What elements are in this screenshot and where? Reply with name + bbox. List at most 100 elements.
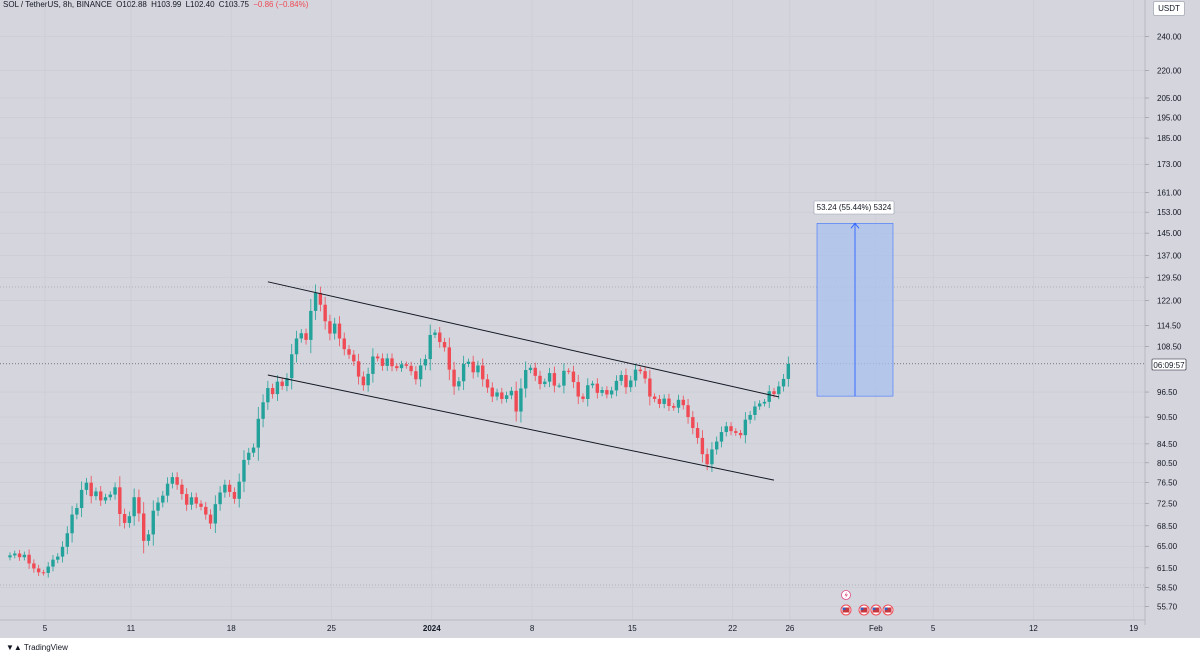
candle[interactable]	[633, 363, 638, 387]
candle[interactable]	[686, 398, 690, 424]
candle[interactable]	[318, 286, 323, 312]
candle[interactable]	[786, 356, 791, 387]
candle[interactable]	[41, 569, 46, 576]
candle[interactable]	[557, 383, 561, 388]
candle[interactable]	[414, 366, 418, 385]
candle[interactable]	[103, 493, 108, 504]
candle[interactable]	[629, 375, 633, 393]
candle[interactable]	[161, 490, 165, 508]
candle[interactable]	[700, 430, 705, 463]
candle[interactable]	[743, 412, 748, 444]
candle[interactable]	[165, 477, 170, 503]
candle[interactable]	[108, 491, 112, 501]
candle[interactable]	[313, 284, 318, 320]
candle[interactable]	[504, 391, 509, 403]
candle[interactable]	[428, 324, 432, 371]
candle[interactable]	[609, 386, 614, 399]
candle[interactable]	[485, 374, 490, 393]
candle[interactable]	[423, 354, 428, 371]
candle[interactable]	[547, 367, 552, 388]
candle[interactable]	[399, 360, 404, 372]
candle[interactable]	[500, 387, 504, 404]
price-range-measure[interactable]	[816, 222, 894, 397]
candle[interactable]	[70, 505, 74, 543]
currency-badge[interactable]: USDT	[1153, 1, 1185, 16]
candle[interactable]	[404, 361, 409, 369]
event-markers[interactable]	[840, 590, 894, 616]
candle[interactable]	[323, 296, 327, 330]
candle[interactable]	[132, 488, 136, 526]
candle[interactable]	[605, 386, 609, 399]
candle[interactable]	[113, 482, 117, 500]
candle[interactable]	[724, 421, 728, 437]
channel-upper-line[interactable]	[267, 281, 779, 398]
candle[interactable]	[184, 488, 189, 511]
us-flag-icon[interactable]	[858, 604, 870, 616]
candle[interactable]	[118, 476, 122, 527]
candle[interactable]	[748, 410, 752, 424]
candle[interactable]	[17, 549, 22, 561]
candle[interactable]	[471, 355, 475, 379]
candle[interactable]	[395, 363, 399, 372]
candle[interactable]	[94, 487, 98, 501]
candle[interactable]	[13, 550, 17, 559]
candle[interactable]	[237, 473, 241, 508]
candle[interactable]	[290, 343, 294, 390]
price-axis[interactable]: 240.00 220.00 205.00 195.00 185.00 173.00 161.…	[1145, 33, 1182, 612]
candle[interactable]	[447, 337, 451, 381]
candle[interactable]	[595, 378, 600, 399]
us-flag-icon[interactable]	[840, 604, 852, 616]
candle[interactable]	[624, 368, 628, 394]
candle[interactable]	[304, 328, 308, 345]
candle[interactable]	[180, 479, 184, 500]
candle[interactable]	[662, 394, 666, 409]
candle[interactable]	[151, 500, 155, 546]
candle[interactable]	[638, 366, 642, 375]
price-chart[interactable]: 240.00 220.00 205.00 195.00 185.00 173.00 161.…	[0, 0, 1200, 638]
candle[interactable]	[667, 393, 671, 412]
candle[interactable]	[566, 368, 571, 375]
candle[interactable]	[433, 329, 437, 339]
candle[interactable]	[586, 378, 590, 407]
candle[interactable]	[227, 479, 232, 497]
candle[interactable]	[280, 377, 284, 390]
candle[interactable]	[294, 330, 299, 363]
candle[interactable]	[643, 366, 647, 384]
candle[interactable]	[571, 365, 576, 389]
candle[interactable]	[371, 348, 375, 383]
candle[interactable]	[524, 361, 528, 398]
candle[interactable]	[481, 358, 485, 387]
candle[interactable]	[715, 436, 719, 455]
candle[interactable]	[590, 380, 595, 389]
candle[interactable]	[213, 495, 218, 534]
candle[interactable]	[223, 479, 227, 498]
candle[interactable]	[75, 503, 79, 520]
candle[interactable]	[757, 400, 762, 410]
candle[interactable]	[552, 366, 557, 393]
candle[interactable]	[418, 358, 423, 387]
candle[interactable]	[261, 394, 265, 428]
candle[interactable]	[22, 551, 27, 561]
candle[interactable]	[156, 497, 160, 516]
candle[interactable]	[729, 422, 733, 436]
candle[interactable]	[461, 355, 466, 391]
candle[interactable]	[266, 380, 270, 410]
candle[interactable]	[285, 373, 289, 392]
candle[interactable]	[519, 378, 523, 423]
candle[interactable]	[99, 486, 103, 506]
candle[interactable]	[366, 367, 370, 392]
candle[interactable]	[600, 386, 604, 397]
candle[interactable]	[619, 370, 623, 386]
channel-lower-line[interactable]	[267, 374, 775, 481]
candle[interactable]	[27, 549, 31, 569]
candle[interactable]	[89, 475, 93, 504]
candle[interactable]	[333, 317, 337, 340]
candle[interactable]	[275, 375, 280, 401]
candle[interactable]	[60, 541, 65, 563]
candle[interactable]	[562, 363, 566, 394]
candle[interactable]	[65, 526, 69, 555]
candle[interactable]	[375, 353, 380, 362]
candle[interactable]	[342, 332, 346, 356]
candle[interactable]	[361, 371, 366, 391]
candle[interactable]	[8, 552, 12, 561]
